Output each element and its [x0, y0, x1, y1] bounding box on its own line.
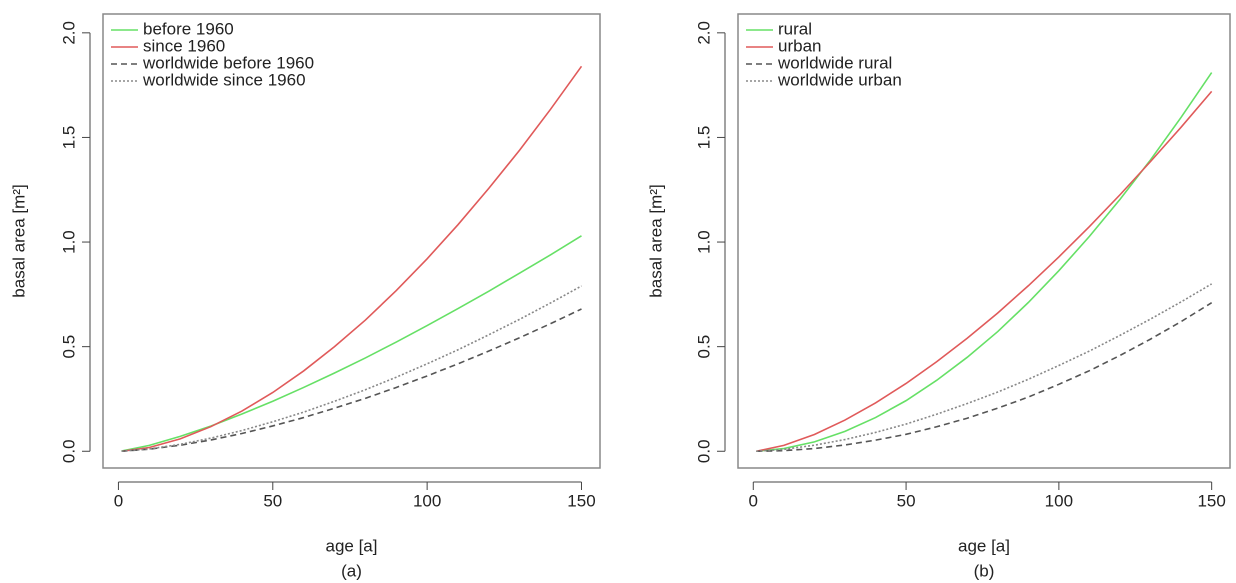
legend-label: urban: [778, 36, 821, 55]
legend-label: worldwide urban: [777, 70, 902, 89]
legend-label: worldwide rural: [777, 53, 892, 72]
y-tick-label: 1.5: [694, 126, 713, 150]
y-axis-label: basal area [m²]: [646, 184, 665, 297]
series-line: [121, 235, 582, 452]
x-tick-label: 100: [1045, 491, 1073, 510]
x-tick-label: 150: [567, 491, 595, 510]
legend-label: since 1960: [143, 36, 225, 55]
x-tick-label: 0: [749, 491, 758, 510]
legend-label: worldwide before 1960: [142, 53, 314, 72]
series-line: [756, 283, 1213, 453]
legend-label: worldwide since 1960: [142, 70, 306, 89]
series-line: [121, 285, 582, 453]
x-tick-label: 100: [413, 491, 441, 510]
series-line: [756, 72, 1213, 453]
series-line: [121, 65, 583, 453]
series-line: [756, 90, 1213, 453]
y-tick-label: 1.0: [59, 230, 78, 254]
x-tick-label: 150: [1197, 491, 1225, 510]
x-tick-label: 0: [114, 491, 123, 510]
y-tick-label: 0.0: [59, 439, 78, 463]
x-tick-label: 50: [897, 491, 916, 510]
series-line: [756, 302, 1213, 453]
y-axis-label: basal area [m²]: [9, 184, 28, 297]
y-tick-label: 2.0: [59, 21, 78, 45]
x-axis-label: age [a]: [326, 536, 378, 555]
y-tick-label: 1.5: [59, 126, 78, 150]
y-tick-label: 2.0: [694, 21, 713, 45]
plot-frame: [737, 13, 1231, 469]
legend-label: rural: [778, 19, 812, 38]
x-tick-label: 50: [263, 491, 282, 510]
y-tick-label: 0.0: [694, 439, 713, 463]
plot-frame: [102, 13, 601, 469]
series-line: [121, 308, 582, 453]
x-axis-label: age [a]: [958, 536, 1010, 555]
y-tick-label: 1.0: [694, 230, 713, 254]
caption: (a): [341, 561, 362, 580]
y-tick-label: 0.5: [694, 335, 713, 359]
legend-label: before 1960: [143, 19, 234, 38]
y-tick-label: 0.5: [59, 335, 78, 359]
caption: (b): [974, 561, 995, 580]
